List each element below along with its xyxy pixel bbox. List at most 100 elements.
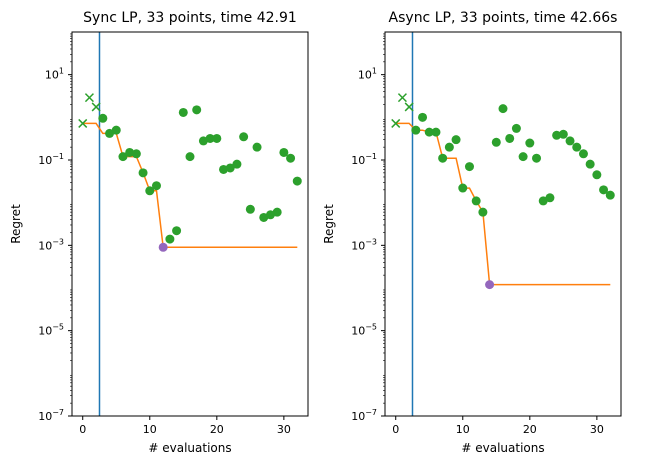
y-axis-label: Regret	[9, 204, 23, 244]
y-tick-exponent: −7	[52, 408, 64, 417]
evaluation-point	[444, 142, 454, 152]
evaluation-point	[165, 234, 175, 244]
evaluation-point	[552, 130, 562, 140]
evaluation-point	[145, 186, 155, 196]
y-tick-base: 10	[351, 325, 365, 338]
evaluation-point	[105, 128, 115, 138]
y-tick-label: 10−1	[38, 152, 64, 167]
x-axis-label: # evaluations	[461, 441, 544, 455]
best-so-far-line	[82, 122, 298, 249]
x-tick-label: 10	[456, 423, 470, 436]
chart-panel-1: Sync LP, 33 points, time 42.910 10 20 3010−…	[9, 10, 309, 455]
evaluation-point	[125, 147, 135, 157]
x-tick-label: 20	[210, 423, 224, 436]
initial-point	[391, 118, 401, 128]
initial-point	[397, 93, 407, 103]
evaluation-point	[511, 123, 521, 133]
y-tick-label: 10−1	[351, 152, 377, 167]
evaluation-point	[585, 159, 595, 169]
evaluation-point	[532, 153, 542, 163]
evaluation-point	[545, 193, 555, 203]
evaluation-point	[172, 226, 182, 236]
y-tick-base: 10	[351, 410, 365, 423]
y-tick-exponent: 1	[59, 67, 64, 76]
y-tick-label: 101	[358, 67, 377, 82]
x-tick-label: 0	[392, 423, 399, 436]
evaluation-point	[205, 133, 215, 143]
evaluation-point	[498, 104, 508, 114]
best-point	[158, 242, 168, 252]
evaluation-point	[418, 112, 428, 122]
evaluation-point	[232, 159, 242, 169]
y-tick-exponent: −5	[52, 323, 64, 332]
axes-frame	[71, 31, 309, 417]
y-tick-base: 10	[351, 154, 365, 167]
evaluation-point	[192, 105, 202, 115]
y-tick-base: 10	[358, 69, 372, 82]
x-tick-label: 30	[277, 423, 291, 436]
y-tick-exponent: −3	[365, 237, 377, 246]
evaluation-point	[212, 133, 222, 143]
evaluation-point	[458, 183, 468, 193]
evaluation-point	[451, 135, 461, 145]
y-tick-exponent: −5	[365, 323, 377, 332]
initial-point	[78, 118, 88, 128]
y-tick-exponent: 1	[372, 67, 377, 76]
evaluation-point	[111, 125, 121, 135]
evaluation-point	[118, 152, 128, 162]
evaluation-point	[464, 162, 474, 172]
evaluation-point	[279, 147, 289, 157]
y-tick-base: 10	[38, 410, 52, 423]
evaluation-point	[572, 142, 582, 152]
x-tick-label: 0	[79, 423, 86, 436]
evaluation-point	[599, 185, 609, 195]
chart-title: Async LP, 33 points, time 42.66s	[389, 10, 618, 26]
evaluation-point	[138, 168, 148, 178]
evaluation-point	[286, 153, 296, 163]
y-tick-label: 10−7	[38, 408, 64, 423]
evaluation-point	[98, 113, 108, 123]
y-tick-exponent: −7	[365, 408, 377, 417]
evaluation-point	[185, 152, 195, 162]
evaluation-point	[605, 190, 615, 200]
y-tick-base: 10	[38, 325, 52, 338]
y-tick-label: 10−3	[351, 237, 377, 252]
axes-frame	[384, 31, 622, 417]
evaluation-point	[558, 129, 568, 139]
chart-title: Sync LP, 33 points, time 42.91	[83, 10, 297, 26]
evaluation-point	[424, 127, 434, 137]
y-tick-label: 10−3	[38, 237, 64, 252]
y-tick-label: 10−5	[38, 323, 64, 338]
y-tick-base: 10	[38, 154, 52, 167]
y-tick-exponent: −1	[52, 152, 64, 161]
evaluation-point	[592, 170, 602, 180]
x-tick-label: 20	[523, 423, 537, 436]
evaluation-point	[178, 107, 188, 117]
evaluation-point	[471, 196, 481, 206]
evaluation-point	[411, 125, 421, 135]
y-tick-exponent: −3	[52, 237, 64, 246]
evaluation-point	[491, 137, 501, 147]
evaluation-point	[538, 196, 548, 206]
evaluation-point	[565, 136, 575, 146]
x-tick-label: 10	[143, 423, 157, 436]
evaluation-point	[525, 138, 535, 148]
y-tick-exponent: −1	[365, 152, 377, 161]
evaluation-point	[239, 132, 249, 142]
evaluation-point	[131, 149, 141, 159]
y-tick-base: 10	[45, 69, 59, 82]
evaluation-point	[225, 163, 235, 173]
y-tick-label: 10−7	[351, 408, 377, 423]
x-axis-label: # evaluations	[148, 441, 231, 455]
evaluation-point	[219, 164, 229, 174]
evaluation-point	[518, 152, 528, 162]
initial-point	[84, 93, 94, 103]
initial-point	[404, 102, 414, 112]
evaluation-point	[245, 204, 255, 214]
x-tick-label: 30	[590, 423, 604, 436]
y-tick-base: 10	[351, 239, 365, 252]
y-tick-label: 10−5	[351, 323, 377, 338]
evaluation-point	[478, 207, 488, 217]
initial-point	[91, 102, 101, 112]
